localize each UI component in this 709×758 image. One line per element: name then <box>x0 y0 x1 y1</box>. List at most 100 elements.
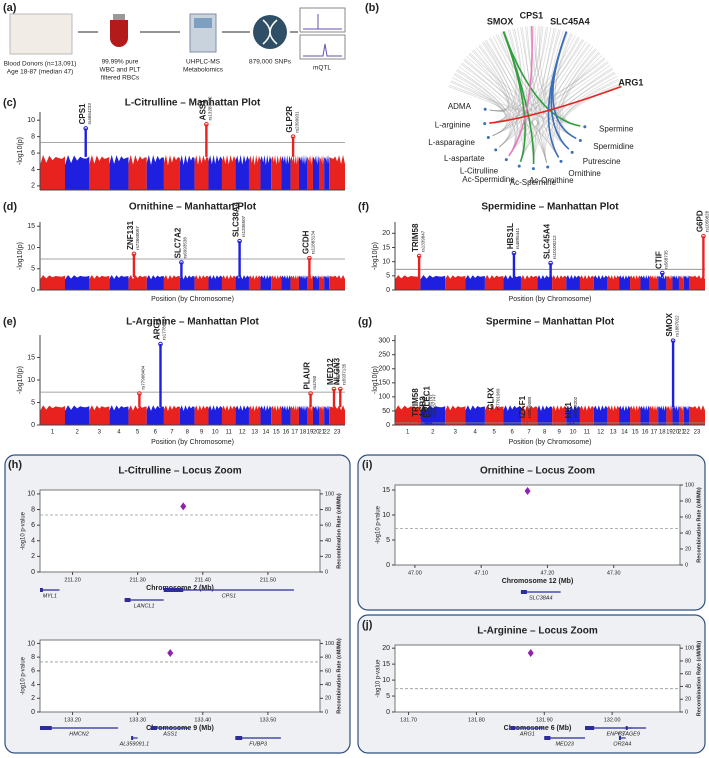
panel-label: (e) <box>3 316 17 328</box>
chromosome-label: 15 <box>632 430 639 436</box>
chromosome-label: 12 <box>597 430 604 436</box>
x-tick-label: 133.40 <box>194 717 211 723</box>
y-tick-label: 10 <box>27 244 35 251</box>
circos-link-bg <box>484 40 547 163</box>
y-tick-label: 0 <box>31 569 35 576</box>
chromosome-band <box>307 405 313 425</box>
chromosome-label: 4 <box>117 430 121 436</box>
circos-link-bg <box>526 26 547 163</box>
peak-gene: ASS1 <box>198 99 207 120</box>
metabolite-node <box>486 136 490 140</box>
y2-tick-label: 80 <box>685 658 691 664</box>
circos-link-bg <box>499 38 583 148</box>
circos-link-bg <box>450 80 506 112</box>
x-tick-label: 131.70 <box>400 717 417 723</box>
peak <box>339 389 342 408</box>
gene-label: ARG1 <box>618 77 643 87</box>
chromosome-band <box>689 275 705 290</box>
peak-top <box>701 233 706 239</box>
circos-link-bg <box>533 71 615 164</box>
y2-tick-label: 100 <box>685 646 694 652</box>
chromosome-label: 6 <box>154 430 158 436</box>
metabolite-label: L-arginine <box>435 120 471 129</box>
peak-snp: rs1887022 <box>674 315 679 337</box>
chromosome-band <box>319 154 325 190</box>
circos-link-bg <box>492 29 520 137</box>
circos-link-bg <box>468 53 509 112</box>
x-tick-label: 133.50 <box>259 717 276 723</box>
gene-exon <box>544 736 551 740</box>
circos-link-bg <box>489 26 539 112</box>
chromosome-label: 14 <box>263 430 270 436</box>
peak-snp: rs72660007 <box>135 226 140 250</box>
peak-gene: PLAUR <box>303 362 312 390</box>
y2-tick-label: 80 <box>685 498 691 504</box>
chromosome-label: 7 <box>527 430 531 436</box>
peak <box>180 262 183 278</box>
plot-title: Spermine – Manhattan Plot <box>486 317 615 328</box>
peak <box>84 128 87 157</box>
y-tick-label: 8 <box>31 654 35 661</box>
metabolite-label: Ornithine <box>568 169 601 178</box>
chromosome-band <box>520 275 538 290</box>
y-tick-label: 15 <box>382 244 390 251</box>
peak-snp: rs11687747 <box>431 394 436 418</box>
y-tick-label: 0 <box>31 709 35 716</box>
y-axis-label: -log10(p) <box>17 242 24 270</box>
panel-label: (f) <box>358 201 369 213</box>
peak-top <box>337 386 343 392</box>
chromosome-label: 5 <box>493 430 497 436</box>
peak-top <box>491 411 497 417</box>
gene-name: LANCL1 <box>134 603 155 609</box>
chromosome-band <box>420 275 446 290</box>
metabolite-label: L-Citrulline <box>460 167 499 176</box>
chromosome-label: 22 <box>683 430 690 436</box>
filter-text: WBC and PLT <box>99 67 140 74</box>
peak-snp: rs10100212 <box>552 235 557 259</box>
peak-gene: SLC38A4 <box>232 201 241 237</box>
chromosome-band <box>312 154 320 190</box>
chromosome-band <box>537 405 553 425</box>
metabolite-node <box>559 159 563 163</box>
circos-link-bg <box>466 56 577 139</box>
chromosome-band <box>566 405 580 425</box>
peak <box>138 393 141 408</box>
metabolite-label: L-aspartate <box>444 154 485 163</box>
x-tick-label: 211.40 <box>195 577 211 583</box>
peak-gene: ASB3 <box>419 396 428 418</box>
y-axis-label: -log10 p-value <box>376 659 382 698</box>
peak <box>308 258 311 278</box>
chromosome-label: 15 <box>273 430 280 436</box>
chromosome-band <box>312 275 320 290</box>
chromosome-band <box>630 405 641 425</box>
peak-top <box>548 260 553 266</box>
y-tick-label: 15 <box>382 661 390 668</box>
gene-exon <box>40 726 52 730</box>
chromosome-label: 19 <box>666 430 673 436</box>
y2-tick-label: 60 <box>685 514 691 520</box>
metabolite-label: Ac-Ornithine <box>529 176 574 185</box>
circos-link <box>489 85 622 124</box>
chromosome-band <box>64 154 90 190</box>
y-tick-label: 10 <box>27 491 35 498</box>
chromosome-band <box>666 405 673 425</box>
peak-top <box>204 122 209 127</box>
chromosome-label: 21 <box>678 430 685 436</box>
chromosome-band <box>484 275 504 290</box>
chromosome-label: 18 <box>300 430 307 436</box>
metabolite-node <box>494 148 498 152</box>
y-tick-label: 5 <box>31 266 35 273</box>
circos-link-bg <box>520 44 591 162</box>
peak-snp: rs5937135 <box>341 363 346 385</box>
peak <box>238 241 241 278</box>
y-tick-label: 0 <box>386 709 390 716</box>
chromosome-band <box>109 154 129 190</box>
y-tick-label: 15 <box>27 223 35 230</box>
peak-gene: G6PD <box>696 210 705 232</box>
peak-gene: CPS1 <box>78 103 87 124</box>
y-tick-label: 4 <box>31 166 35 173</box>
chromosome-label: 16 <box>283 430 290 436</box>
chromosome-label: 12 <box>239 430 246 436</box>
chromosome-band <box>552 405 567 425</box>
chromosome-band <box>445 275 466 290</box>
